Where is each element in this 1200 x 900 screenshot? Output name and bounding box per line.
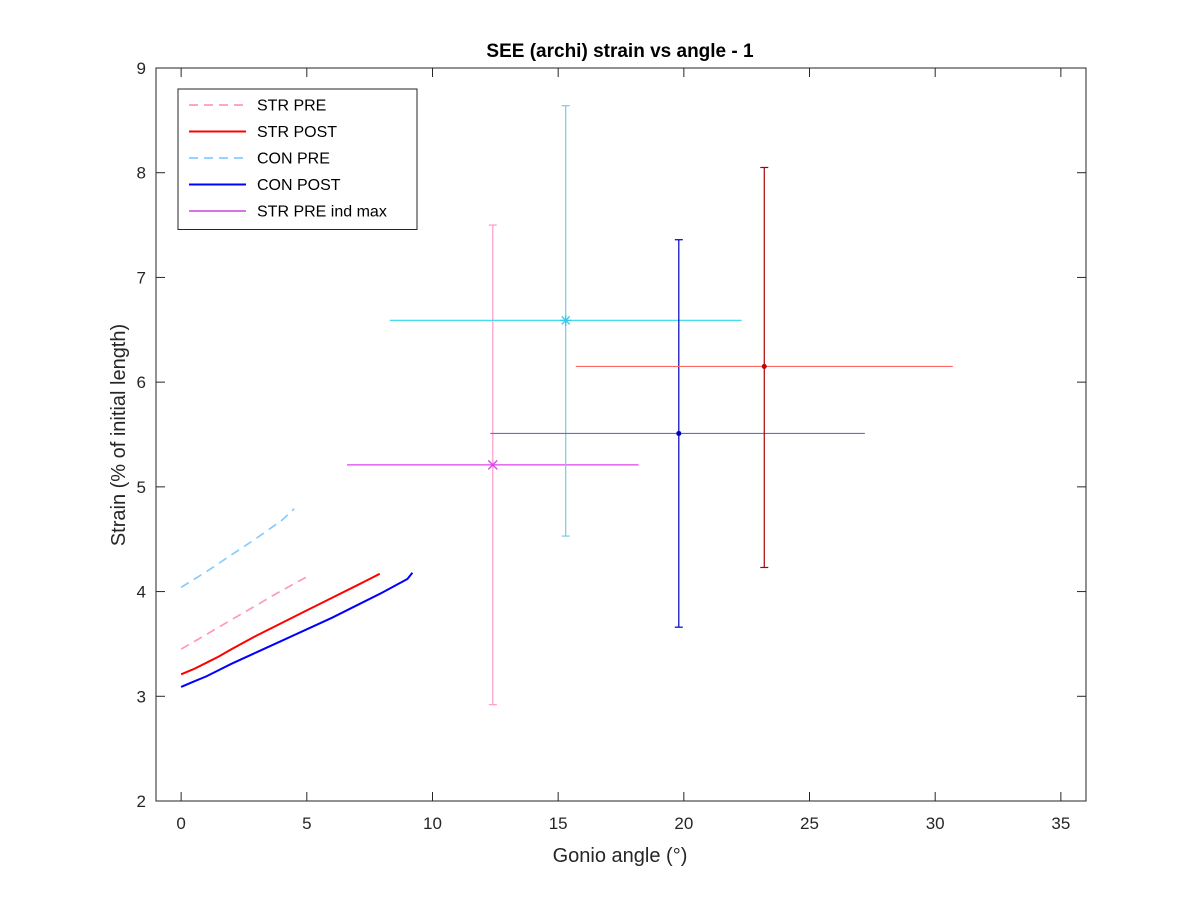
- legend-entry-label: STR PRE: [257, 98, 326, 115]
- x-tick-label: 0: [176, 814, 185, 833]
- mean-point-marker: [487, 459, 498, 470]
- y-tick-label: 8: [137, 164, 146, 183]
- x-tick-label: 35: [1051, 814, 1070, 833]
- legend-box: [177, 88, 418, 230]
- series-line: [180, 572, 414, 688]
- legend-entry-label: STR PRE ind max: [257, 204, 387, 221]
- y-tick-label: 3: [137, 687, 146, 706]
- x-tick-label: 25: [800, 814, 819, 833]
- x-axis-label: Gonio angle (°): [553, 845, 688, 867]
- legend-entry-label: CON PRE: [257, 151, 330, 168]
- mean-point-marker: [761, 363, 767, 369]
- y-tick-label: 4: [137, 583, 146, 602]
- y-tick-label: 7: [137, 268, 146, 287]
- legend-entry-label: STR POST: [257, 124, 337, 141]
- x-tick-label: 10: [423, 814, 442, 833]
- y-tick-label: 5: [137, 478, 146, 497]
- y-tick-label: 2: [137, 792, 146, 811]
- chart-title: SEE (archi) strain vs angle - 1: [486, 41, 754, 62]
- legend-entry-label: CON POST: [257, 177, 341, 194]
- plot-marks: [180, 105, 953, 706]
- x-tick-label: 15: [549, 814, 568, 833]
- plot-area-frame: [155, 67, 1087, 802]
- series-line: [180, 572, 381, 676]
- legend: STR PRE STR POST CON PRE CON POST STR PRE in…: [177, 88, 418, 230]
- y-tick-label: 6: [137, 373, 146, 392]
- x-tick-label: 20: [674, 814, 693, 833]
- mean-point-marker: [560, 314, 572, 326]
- x-tick-label: 30: [926, 814, 945, 833]
- axis-ticks: 0 5 10 15 20 25 30 35 2 3 4 5 6 7 8 9: [137, 59, 1086, 833]
- x-tick-label: 5: [302, 814, 311, 833]
- y-axis-label: Strain (% of initial length): [108, 324, 130, 546]
- y-tick-label: 9: [137, 59, 146, 78]
- mean-point-marker: [676, 430, 682, 436]
- series-line: [180, 508, 295, 589]
